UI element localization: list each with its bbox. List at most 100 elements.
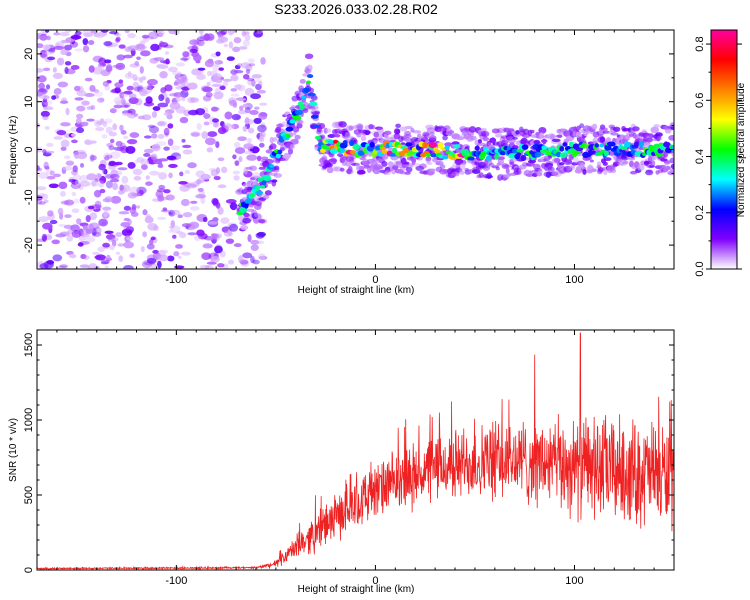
signal-halo [275,126,282,133]
noise-blob [86,173,97,181]
signal-core [310,114,319,119]
spectrogram-ylabel: Frequency (Hz) [8,116,19,185]
noise-blob [147,223,158,231]
noise-blob [219,120,225,127]
noise-blob [118,44,126,49]
noise-blob [145,96,153,104]
noise-blob [132,81,139,89]
noise-blob [94,200,102,209]
signal-halo [495,166,500,171]
noise-blob [189,97,200,103]
signal-halo [447,130,455,135]
noise-blob [157,216,167,220]
noise-blob [115,36,121,42]
signal-halo [599,136,605,143]
noise-blob [132,168,143,176]
signal-halo [371,124,376,130]
noise-blob [181,138,186,143]
noise-blob [153,57,165,61]
y-tick-label: 1000 [23,408,35,432]
signal-core [391,147,398,154]
noise-blob [195,194,207,199]
signal-core [424,152,432,157]
signal-halo [516,167,522,174]
noise-blob [93,88,100,94]
noise-blob [113,96,123,105]
signal-halo [591,123,598,130]
signal-core [467,156,475,161]
noise-blob [157,194,165,202]
noise-blob [116,146,126,152]
signal-core [670,145,674,152]
signal-halo [459,162,466,170]
noise-blob [244,106,251,114]
signal-halo [528,170,533,176]
signal-halo [668,134,674,141]
signal-halo [297,119,304,124]
noise-blob [215,141,220,149]
noise-blob [115,37,120,43]
noise-blob [105,64,113,72]
noise-blob [37,91,44,97]
noise-blob [123,135,129,140]
noise-blob [79,163,85,168]
signal-core [369,142,375,148]
signal-halo [518,167,523,174]
noise-blob [44,125,50,130]
noise-blob [157,133,165,139]
noise-blob [174,265,185,269]
signal-core [437,142,444,149]
noise-blob [74,85,81,92]
signal-halo [525,162,535,167]
signal-halo [251,175,261,179]
noise-blob [215,167,220,174]
noise-blob [126,85,134,91]
noise-blob [116,54,126,61]
noise-blob [42,115,49,121]
noise-blob [250,177,256,181]
noise-blob [63,155,71,159]
signal-halo [291,104,296,109]
noise-blob [111,237,119,242]
noise-blob [121,99,127,106]
noise-blob [87,205,95,210]
signal-halo [632,126,640,132]
noise-blob [189,39,200,46]
noise-blob [166,255,175,262]
noise-blob [206,261,217,265]
noise-blob [243,143,255,150]
noise-blob [79,174,89,183]
noise-blob [144,216,154,224]
noise-blob [204,265,214,269]
noise-blob [123,225,134,231]
noise-blob [254,240,265,245]
noise-blob [152,158,163,165]
y-tick-label: -20 [23,237,35,253]
noise-blob [213,233,221,242]
noise-blob [119,124,124,132]
snr-frame [36,329,675,571]
signal-halo [296,122,303,129]
noise-blob [121,175,129,184]
noise-blob [191,132,200,137]
noise-blob [52,254,63,262]
signal-halo [419,163,427,169]
colorbar-box [710,29,738,270]
noise-blob [217,263,225,268]
noise-blob [175,97,182,102]
noise-blob [175,244,183,249]
noise-blob [159,40,164,47]
noise-blob [78,235,86,242]
noise-blob [141,114,152,121]
signal-core [277,149,283,155]
signal-halo [411,157,417,163]
signal-halo [547,164,553,171]
noise-blob [199,264,210,269]
noise-blob [115,140,123,147]
noise-blob [223,230,233,237]
noise-blob [259,102,268,106]
signal-halo [253,203,262,211]
noise-blob [211,107,221,111]
noise-blob [71,191,77,197]
